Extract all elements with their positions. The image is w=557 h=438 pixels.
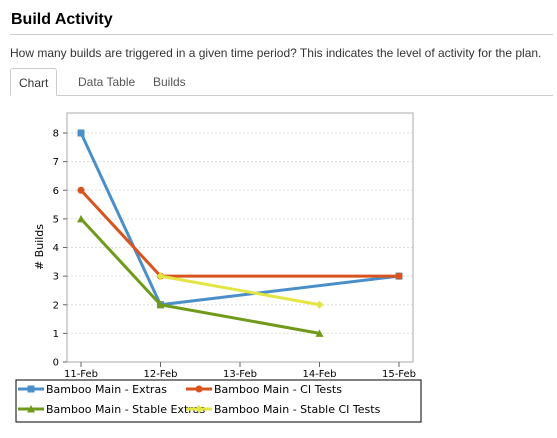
legend-marker-bamboo-main-ci-tests bbox=[195, 385, 203, 393]
y-tick-label: 3 bbox=[53, 272, 59, 283]
y-tick-label: 4 bbox=[53, 243, 59, 254]
y-tick-label: 6 bbox=[53, 186, 59, 197]
tab-builds[interactable]: Builds bbox=[153, 75, 186, 89]
plot-area-frame bbox=[66, 112, 414, 363]
tab-chart[interactable]: Chart bbox=[10, 68, 58, 96]
data-point-bamboo-main-stable-ci-tests bbox=[156, 272, 165, 281]
x-tick-label: 11-Feb bbox=[64, 369, 98, 380]
data-point-bamboo-main-extras bbox=[77, 129, 85, 137]
tab-bar: Chart Data Table Builds bbox=[10, 68, 553, 96]
y-tick-label: 7 bbox=[53, 157, 59, 168]
legend-marker-bamboo-main-extras bbox=[27, 385, 35, 393]
legend-label-bamboo-main-ci-tests: Bamboo Main - CI Tests bbox=[214, 383, 342, 396]
legend-label-bamboo-main-stable-extras: Bamboo Main - Stable Extras bbox=[46, 403, 206, 416]
data-point-bamboo-main-stable-extras bbox=[156, 300, 165, 309]
legend-label-bamboo-main-stable-ci-tests: Bamboo Main - Stable CI Tests bbox=[214, 403, 381, 416]
chart-series bbox=[77, 129, 403, 337]
legend-marker-bamboo-main-stable-ci-tests bbox=[195, 405, 203, 413]
chart-axes: 0 1 2 3 4 5 6 7 8 11-Feb 12-Feb 13-Feb 14-Feb 15-Feb bbox=[53, 129, 416, 381]
x-tick-label: 14-Feb bbox=[302, 369, 336, 380]
y-axis-title: # Builds bbox=[33, 224, 46, 270]
legend-marker-bamboo-main-stable-extras bbox=[27, 405, 35, 413]
x-tick-label: 13-Feb bbox=[223, 369, 257, 380]
tab-data-table[interactable]: Data Table bbox=[78, 75, 136, 89]
y-tick-label: 2 bbox=[53, 300, 59, 311]
data-point-bamboo-main-stable-extras bbox=[315, 329, 324, 337]
title-divider bbox=[10, 34, 553, 35]
x-tick-label: 12-Feb bbox=[143, 369, 177, 380]
page-description: How many builds are triggered in a given… bbox=[10, 46, 542, 60]
x-tick-label: 15-Feb bbox=[382, 369, 416, 380]
page-title: Build Activity bbox=[11, 11, 113, 28]
data-point-bamboo-main-stable-ci-tests bbox=[315, 300, 324, 309]
data-point-bamboo-main-ci-tests bbox=[77, 186, 85, 194]
series-line-bamboo-main-stable-ci-tests bbox=[160, 274, 320, 307]
y-tick-label: 1 bbox=[53, 329, 59, 340]
y-tick-label: 5 bbox=[53, 214, 59, 225]
legend-frame bbox=[15, 379, 422, 423]
y-tick-label: 8 bbox=[53, 129, 59, 140]
chart-legend: Bamboo Main - Extras Bamboo Main - CI Tes… bbox=[15, 379, 422, 423]
data-point-bamboo-main-ci-tests bbox=[395, 272, 403, 280]
y-tick-label: 0 bbox=[53, 358, 59, 369]
data-point-bamboo-main-stable-extras bbox=[77, 214, 85, 223]
legend-label-bamboo-main-extras: Bamboo Main - Extras bbox=[46, 383, 167, 396]
